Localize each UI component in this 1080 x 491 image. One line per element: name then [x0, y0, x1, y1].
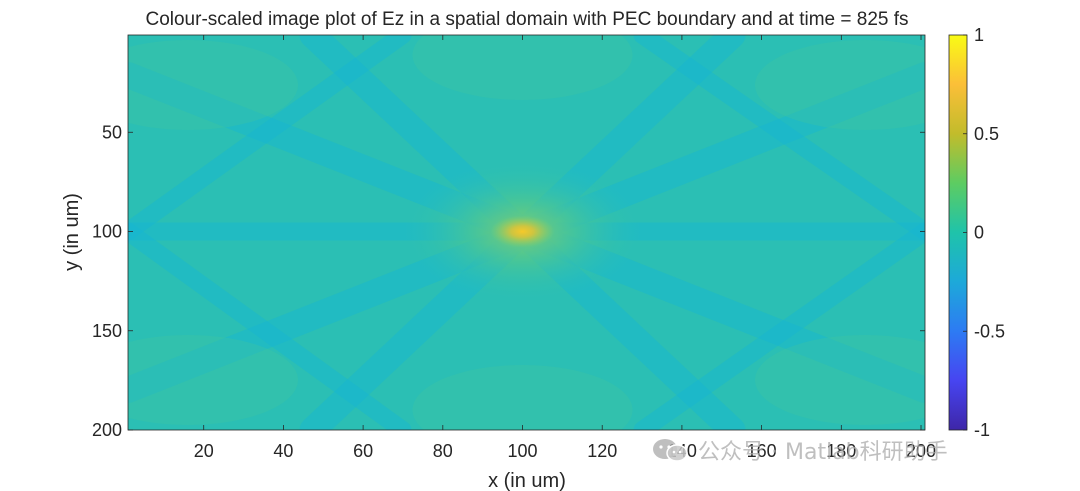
x-tick-label: 120: [587, 441, 617, 461]
x-tick-label: 200: [906, 441, 936, 461]
x-axis: 20406080100120140160180200: [194, 35, 936, 461]
y-tick-label: 100: [92, 222, 122, 242]
x-tick-label: 160: [747, 441, 777, 461]
x-axis-label: x (in um): [488, 470, 566, 491]
colorbar-ticks: 1 0.5 0 -0.5 -1: [963, 25, 1005, 440]
y-axis-label: y (in um): [61, 193, 83, 271]
plot-area: [128, 35, 925, 430]
colorbar-tick-label: 0.5: [974, 124, 999, 144]
field-lobe: [755, 40, 925, 130]
wechat-icon: [653, 439, 688, 462]
field-lobe: [128, 335, 298, 425]
colorbar-tick-label: -1: [974, 420, 990, 440]
source-peak: [490, 215, 555, 248]
colorbar-tick-label: 0: [974, 223, 984, 243]
field-lobe: [755, 335, 925, 425]
wavefront-band: [633, 222, 925, 430]
y-axis: 50 100 150 200: [92, 122, 925, 440]
y-tick-label: 150: [92, 321, 122, 341]
wavefront-band: [128, 222, 412, 430]
wavefront-band: [633, 35, 925, 241]
colorbar-tick-label: 1: [974, 25, 984, 45]
plot-frame: [127, 34, 926, 431]
y-tick-label: 50: [102, 122, 122, 142]
watermark: 公众号 · Matlab科研助手: [650, 432, 948, 468]
x-tick-label: 100: [507, 441, 537, 461]
field-lobe: [128, 40, 298, 130]
field-lobe: [412, 365, 633, 430]
colorbar: 1 0.5 0 -0.5 -1: [948, 25, 1005, 440]
field-lobe: [412, 35, 633, 100]
x-tick-label: 180: [826, 441, 856, 461]
y-tick-label: 200: [92, 420, 122, 440]
chart-title: Colour-scaled image plot of Ez in a spat…: [145, 9, 908, 30]
x-tick-label: 20: [194, 441, 214, 461]
field-wavefronts: [128, 35, 925, 430]
x-tick-label: 60: [353, 441, 373, 461]
watermark-text: 公众号 · Matlab科研助手: [698, 440, 948, 465]
colorbar-tick-label: -0.5: [974, 321, 1005, 341]
wavefront-band: [128, 35, 412, 241]
x-tick-label: 40: [273, 441, 293, 461]
x-tick-label: 80: [433, 441, 453, 461]
